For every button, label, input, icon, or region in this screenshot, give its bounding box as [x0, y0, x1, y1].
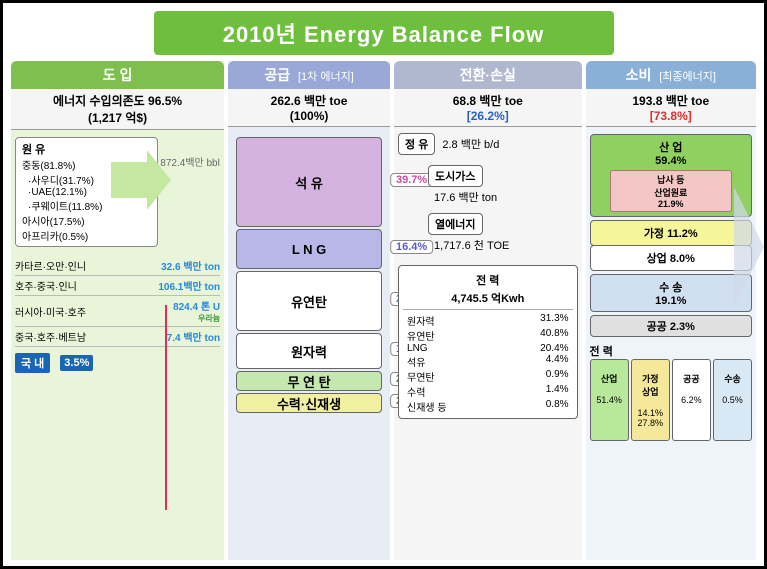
col4-header-t: 소비 — [626, 67, 652, 83]
col3-body: 정 유 2.8 백만 b/d 도시가스 17.6 백만 ton 열에너지 1,7… — [394, 127, 582, 560]
energy-block: 유연탄 — [236, 271, 382, 331]
power-mix: 원자력31.3% 유연탄40.8% LNG20.4% 석유4.4% 무연탄0.9… — [403, 309, 573, 414]
refinery-val: 2.8 백만 b/d — [442, 139, 499, 151]
power-split-label: 전 력 — [590, 343, 752, 359]
col2-header-t: 공급 — [264, 67, 290, 83]
conv-item: 도시가스 17.6 백만 ton — [428, 163, 578, 205]
sector-biz-n: 상업 — [647, 253, 667, 265]
power-split-cell: 가정 상업 14.1% 27.8% — [631, 359, 670, 441]
crude-amount: 872.4백만 bbl — [160, 134, 220, 169]
power-label: 전 력 — [476, 272, 499, 288]
power-split: 산업 51.4% 가정 상업 14.1% 27.8% 공공 6.2% 수송 0.… — [590, 359, 752, 441]
energy-block: 석 유 — [236, 137, 382, 227]
big-arrow-icon — [734, 187, 764, 307]
power-mix-row: 신재생 등0.8% — [403, 399, 573, 414]
power-mix-row: 석유4.4% — [403, 354, 573, 369]
power-split-cell: 공공 6.2% — [672, 359, 711, 441]
col3-sub: 68.8 백만 toe [[26.2%]26.2%] — [394, 89, 582, 127]
col1-body: 원 유 중동(81.8%) ·사우디(31.7%)·UAE(12.1%)·쿠웨이… — [11, 130, 224, 560]
sector-transport: 수 송 19.1% — [590, 274, 752, 312]
import-row: 러시아·미국·호주 824.4 톤 U우라늄 — [15, 298, 220, 324]
col4-body: 산 업 59.4% 납사 등산업원료 21.9% 가정 11.2% 상업 8.0… — [586, 127, 756, 560]
col-supply: 공급 [1차 에너지] 262.6 백만 toe (100%) 석 유 39.7… — [228, 61, 390, 560]
sector-biz: 상업 8.0% — [590, 245, 752, 271]
energy-block: 수력·신재생 — [236, 393, 382, 413]
col4-header-sub: [최종에너지] — [659, 71, 716, 83]
col1-sub1: 에너지 수입의존도 96.5% — [53, 94, 182, 108]
columns: 도 입 에너지 수입의존도 96.5% (1,217 억$) 원 유 중동(81… — [11, 61, 756, 560]
energy-block: 무 연 탄 — [236, 371, 382, 391]
col3-header: 전환·손실 — [394, 61, 582, 89]
energy-block: L N G — [236, 229, 382, 269]
import-row: 호주·중국·인니 106.1백만 ton — [15, 278, 220, 293]
sector-trans-p: 19.1% — [595, 295, 747, 307]
title: 2010년 Energy Balance Flow — [154, 11, 614, 55]
col2-sub: 262.6 백만 toe (100%) — [228, 89, 390, 127]
pink-vline — [165, 305, 167, 510]
naphtha-p: 21.9% — [613, 199, 729, 209]
sector-pub-n: 공공 — [647, 321, 667, 333]
power-split-cell: 수송 0.5% — [713, 359, 752, 441]
sector-biz-p: 8.0% — [670, 253, 695, 265]
sector-home-p: 11.2% — [667, 228, 698, 240]
sector-industry-n: 산 업 — [659, 142, 682, 154]
power-total: 4,745.5 억Kwh — [403, 290, 573, 306]
col1-sub: 에너지 수입의존도 96.5% (1,217 억$) — [11, 89, 224, 130]
sector-home-n: 가정 — [644, 228, 664, 240]
col4-sub: 193.8 백만 toe [73.8%] — [586, 89, 756, 127]
crude-label: 원 유 — [22, 141, 151, 157]
import-rows: 카타르·오만·인니 32.6 백만 ton 호주·중국·인니 106.1백만 t… — [15, 258, 220, 347]
refinery-label: 정 유 — [398, 133, 435, 155]
sector-naphtha: 납사 등산업원료 21.9% — [610, 170, 732, 212]
conv-item: 열에너지 1,717.6 천 TOE — [428, 211, 578, 253]
col2-sub1: 262.6 백만 toe — [271, 94, 348, 108]
domestic-pct: 3.5% — [60, 355, 93, 371]
diagram-frame: 2010년 Energy Balance Flow 도 입 에너지 수입의존도 … — [0, 0, 767, 569]
power-mix-row: 수력1.4% — [403, 384, 573, 399]
sector-public: 공공 2.3% — [590, 315, 752, 337]
sector-industry: 산 업 59.4% 납사 등산업원료 21.9% — [590, 134, 752, 217]
col2-sub2: (100%) — [290, 109, 329, 123]
col1-header: 도 입 — [11, 61, 224, 89]
power-mix-row: 무연탄0.9% — [403, 369, 573, 384]
naphtha-n: 납사 등산업원료 — [613, 173, 729, 199]
energy-block: 원자력 — [236, 333, 382, 369]
col1-sub2: (1,217 억$) — [88, 111, 147, 125]
col2-body: 석 유 39.7% L N G 16.4% 유연탄 26.6% 원자력 12.2… — [228, 127, 390, 560]
col4-header: 소비 [최종에너지] — [586, 61, 756, 89]
col4-sub1: 193.8 백만 toe — [632, 94, 709, 108]
import-row: 카타르·오만·인니 32.6 백만 ton — [15, 258, 220, 273]
power-split-cell: 산업 51.4% — [590, 359, 629, 441]
crude-other2: 아프리카(0.5%) — [22, 228, 151, 243]
crude-other1: 아시아(17.5%) — [22, 213, 151, 228]
col-consumption: 소비 [최종에너지] 193.8 백만 toe [73.8%] 산 업 59.4… — [586, 61, 756, 560]
col-conversion: 전환·손실 68.8 백만 toe [[26.2%]26.2%] 정 유 2.8… — [394, 61, 582, 560]
power-mix-row: 원자력31.3% — [403, 313, 573, 328]
col3-sub1: 68.8 백만 toe — [453, 94, 523, 108]
col2-header: 공급 [1차 에너지] — [228, 61, 390, 89]
sector-trans-n: 수 송 — [659, 282, 682, 294]
power-mix-row: 유연탄40.8% — [403, 328, 573, 343]
power-box: 전 력 4,745.5 억Kwh 원자력31.3% 유연탄40.8% LNG20… — [398, 265, 578, 419]
sector-home-biz: 가정 11.2% — [590, 220, 752, 246]
col-import: 도 입 에너지 수입의존도 96.5% (1,217 억$) 원 유 중동(81… — [11, 61, 224, 560]
import-row: 중국·호주·베트남 7.4 백만 ton — [15, 329, 220, 344]
conv-items: 도시가스 17.6 백만 ton 열에너지 1,717.6 천 TOE — [398, 163, 578, 253]
col2-header-sub: [1차 에너지] — [298, 71, 354, 83]
domestic-label: 국 내 — [15, 353, 50, 373]
sector-pub-p: 2.3% — [670, 321, 695, 333]
power-mix-row: LNG20.4% — [403, 343, 573, 354]
sector-industry-p: 59.4% — [595, 155, 747, 167]
